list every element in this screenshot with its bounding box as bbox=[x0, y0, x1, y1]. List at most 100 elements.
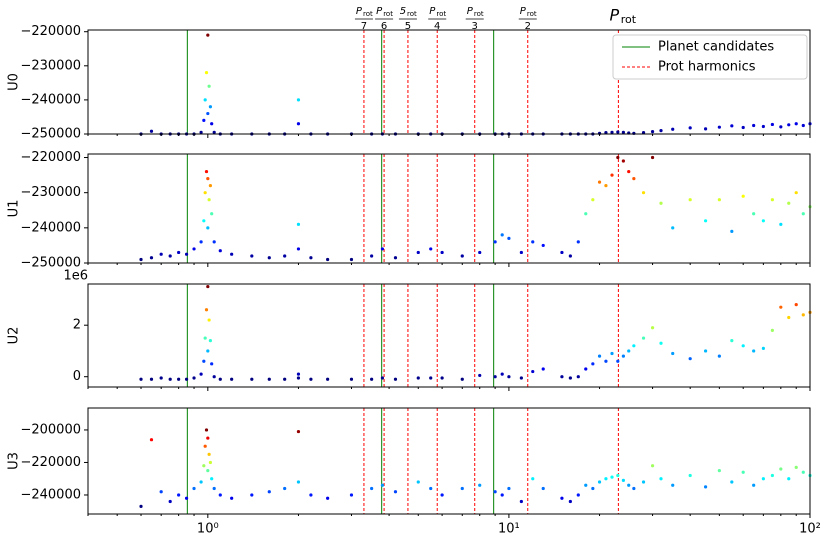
point bbox=[794, 122, 798, 126]
harmonic-numer: P bbox=[429, 6, 436, 17]
point bbox=[207, 452, 211, 456]
point bbox=[267, 256, 271, 260]
point bbox=[149, 438, 154, 442]
y-tick-label: −220000 bbox=[20, 455, 81, 470]
y-tick-label: 2 bbox=[73, 318, 81, 333]
point bbox=[576, 493, 580, 497]
point bbox=[493, 490, 497, 494]
point bbox=[770, 328, 774, 332]
point bbox=[309, 493, 313, 497]
point bbox=[730, 124, 734, 128]
point bbox=[500, 233, 504, 237]
point bbox=[168, 377, 172, 381]
point bbox=[770, 122, 774, 127]
point bbox=[531, 477, 535, 481]
harmonic-denom: 7 bbox=[361, 21, 367, 32]
point bbox=[267, 490, 271, 494]
y-axis-label: U2 bbox=[7, 327, 22, 345]
point bbox=[779, 467, 783, 471]
point bbox=[801, 123, 805, 128]
y-tick-label: −200000 bbox=[20, 422, 81, 437]
point bbox=[597, 480, 602, 484]
point bbox=[627, 349, 631, 353]
point bbox=[212, 486, 216, 491]
point bbox=[787, 201, 791, 205]
point bbox=[752, 349, 756, 353]
point bbox=[159, 376, 163, 380]
point bbox=[149, 129, 154, 133]
point bbox=[460, 486, 464, 491]
point bbox=[787, 123, 791, 127]
point bbox=[610, 475, 614, 479]
point bbox=[296, 480, 301, 484]
point bbox=[659, 201, 663, 205]
point bbox=[801, 212, 805, 216]
point bbox=[597, 180, 602, 184]
point bbox=[326, 377, 330, 381]
point bbox=[212, 240, 216, 244]
point bbox=[192, 486, 196, 491]
point bbox=[688, 198, 692, 202]
point bbox=[296, 376, 301, 380]
frame bbox=[87, 153, 811, 264]
point bbox=[380, 483, 384, 487]
point bbox=[761, 124, 765, 129]
point bbox=[641, 480, 646, 484]
point bbox=[741, 470, 745, 474]
point bbox=[250, 254, 254, 258]
point bbox=[416, 250, 420, 255]
point bbox=[206, 436, 210, 440]
point bbox=[610, 351, 614, 356]
harmonic-sub: rot bbox=[474, 10, 484, 18]
point bbox=[741, 125, 745, 130]
point bbox=[761, 219, 765, 223]
point bbox=[621, 354, 625, 358]
point bbox=[230, 252, 234, 256]
point bbox=[650, 155, 655, 160]
point bbox=[283, 377, 287, 381]
point bbox=[206, 226, 210, 230]
point bbox=[177, 250, 181, 255]
point bbox=[212, 375, 216, 379]
point bbox=[752, 123, 756, 128]
point bbox=[801, 470, 805, 474]
point bbox=[610, 130, 614, 134]
point bbox=[218, 493, 222, 497]
point bbox=[650, 464, 655, 468]
point bbox=[632, 177, 636, 181]
point bbox=[752, 483, 756, 487]
point bbox=[671, 351, 675, 356]
point bbox=[199, 480, 203, 484]
legend-label: Planet candidates bbox=[658, 40, 774, 55]
harmonic-numer: P bbox=[520, 6, 527, 17]
point bbox=[192, 247, 196, 251]
point bbox=[168, 499, 172, 504]
point bbox=[500, 493, 504, 497]
point bbox=[370, 254, 374, 258]
point bbox=[621, 478, 625, 482]
point bbox=[616, 130, 620, 134]
point bbox=[349, 493, 354, 497]
point bbox=[741, 194, 745, 198]
point bbox=[500, 372, 504, 376]
point bbox=[207, 318, 211, 322]
point bbox=[604, 477, 608, 481]
point bbox=[610, 173, 614, 177]
point bbox=[741, 344, 745, 348]
point bbox=[218, 377, 222, 381]
y-tick-label: −240000 bbox=[20, 220, 81, 235]
point bbox=[584, 483, 588, 487]
point bbox=[202, 464, 206, 468]
point bbox=[770, 473, 774, 478]
point bbox=[519, 499, 523, 504]
y-tick-label: −240000 bbox=[20, 487, 81, 502]
point bbox=[761, 477, 765, 481]
point bbox=[531, 240, 535, 244]
point bbox=[440, 493, 444, 497]
point bbox=[641, 191, 646, 195]
point bbox=[560, 250, 564, 255]
point bbox=[616, 473, 620, 478]
point bbox=[267, 377, 271, 381]
harmonic-sub: rot bbox=[363, 10, 373, 18]
y-axis-label: U1 bbox=[7, 200, 22, 218]
